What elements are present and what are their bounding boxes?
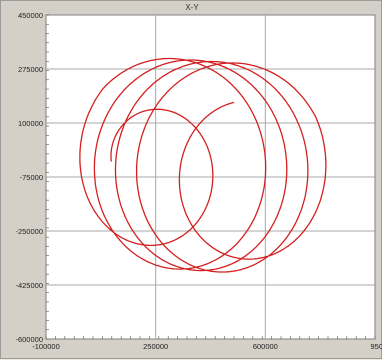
x-tick-label: 600000 xyxy=(253,342,278,351)
y-tick-label: -250000 xyxy=(15,227,43,236)
y-tick-label: -600000 xyxy=(15,335,43,344)
y-tick-label: 100000 xyxy=(18,119,43,128)
y-tick-label: 450000 xyxy=(18,11,43,20)
x-tick-label: 250000 xyxy=(143,342,168,351)
series-line xyxy=(79,57,327,273)
y-tick-label: 275000 xyxy=(18,65,43,74)
x-tick-label: 950 xyxy=(370,342,382,351)
y-tick-label: -425000 xyxy=(15,281,43,290)
chart-title: X-Y xyxy=(185,3,199,12)
x-tick-label: -100000 xyxy=(32,342,60,351)
y-tick-label: -75000 xyxy=(20,173,43,182)
